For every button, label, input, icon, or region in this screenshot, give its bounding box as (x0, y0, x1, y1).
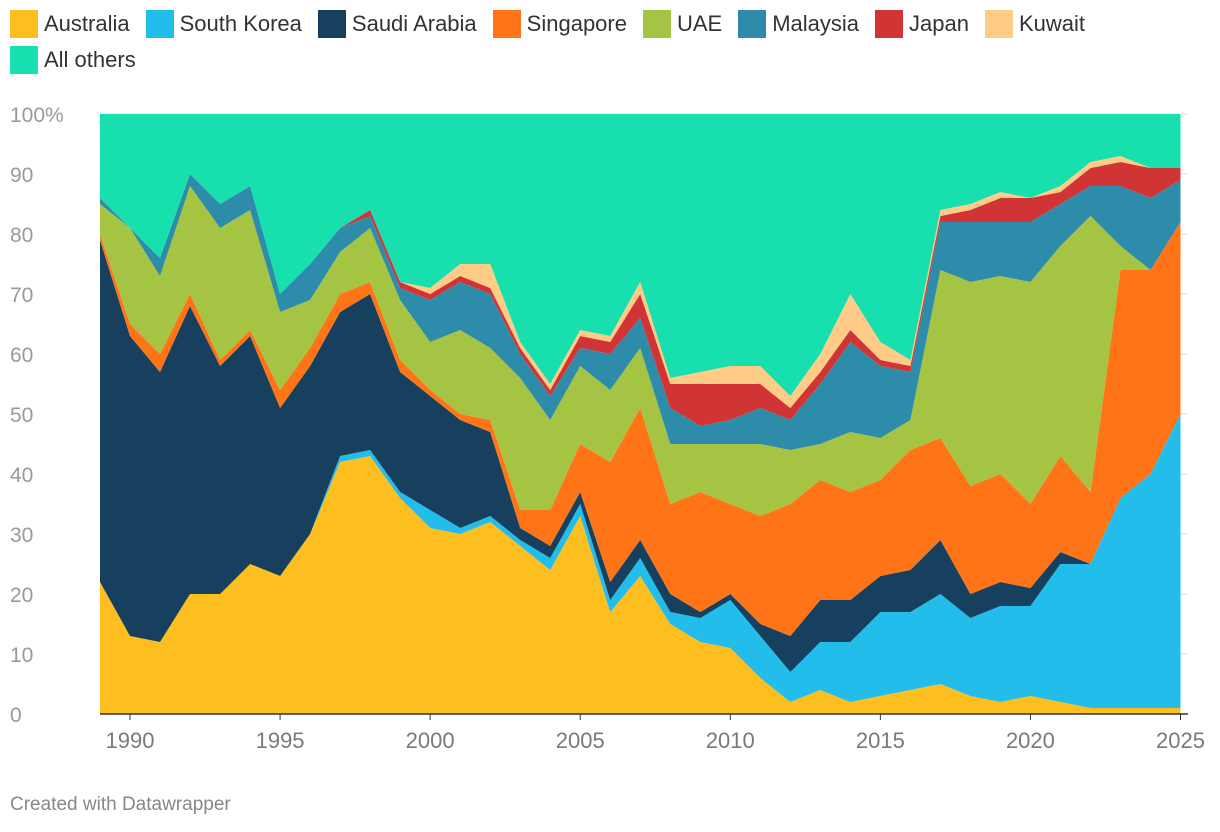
datawrapper-credit: Created with Datawrapper (10, 794, 231, 815)
legend-item-australia: Australia (10, 10, 130, 38)
x-tick-label: 2020 (1006, 728, 1055, 753)
legend-label: South Korea (179, 11, 302, 36)
legend-item-singapore: Singapore (492, 10, 627, 38)
area-all-others (100, 114, 1181, 396)
legend-swatch (10, 10, 38, 38)
legend-swatch (875, 10, 904, 38)
y-tick-label: 40 (10, 464, 33, 487)
legend-label: Kuwait (1019, 11, 1086, 36)
legend-label: All others (44, 47, 136, 72)
y-tick-label: 90 (10, 164, 33, 187)
x-tick-label: 1990 (106, 728, 155, 753)
y-tick-label: 70 (10, 284, 33, 307)
y-tick-label: 80 (10, 224, 33, 247)
x-tick-label: 2005 (556, 728, 605, 753)
legend-item-japan: Japan (875, 10, 969, 38)
legend-swatch (642, 10, 671, 38)
y-tick-label: 30 (10, 524, 33, 547)
legend-swatch (317, 10, 346, 38)
area-kuwait (100, 156, 1181, 408)
legend-item-uae: UAE (642, 10, 723, 38)
y-tick-label: 50 (10, 404, 33, 427)
y-tick-label: 20 (10, 584, 33, 607)
x-tick-label: 2010 (706, 728, 755, 753)
legend-swatch (985, 10, 1013, 38)
area-australia (100, 456, 1181, 714)
y-tick-label: 100% (10, 104, 64, 127)
area-japan (100, 162, 1181, 426)
area-malaysia (100, 174, 1181, 450)
area-south-korea (100, 414, 1181, 708)
y-tick-label: 60 (10, 344, 33, 367)
legend-swatch (492, 10, 521, 38)
legend-label: Saudi Arabia (351, 11, 477, 36)
legend-label: Japan (909, 11, 969, 36)
area-singapore (100, 222, 1181, 636)
legend-label: Singapore (526, 11, 627, 36)
x-tick-label: 1995 (256, 728, 305, 753)
legend-item-saudi-arabia: Saudi Arabia (317, 10, 477, 38)
legend-item-kuwait: Kuwait (985, 10, 1085, 38)
legend-swatch (145, 10, 174, 38)
legend: Australia South Korea Saudi Arabia Singapor… (10, 10, 1200, 74)
y-tick-label: 10 (10, 644, 33, 667)
legend-label: UAE (676, 11, 723, 36)
x-tick-label: 2025 (1156, 728, 1205, 753)
x-tick-label: 2000 (406, 728, 455, 753)
legend-label: Australia (44, 11, 130, 36)
legend-item-all-others: All others (10, 46, 136, 74)
y-tick-label: 0 (10, 704, 22, 727)
legend-swatch (10, 46, 38, 74)
area-saudi-arabia (100, 240, 1181, 672)
legend-label: Malaysia (772, 11, 860, 36)
legend-item-malaysia: Malaysia (738, 10, 859, 38)
legend-item-south-korea: South Korea (145, 10, 302, 38)
area-uae (100, 186, 1181, 516)
x-tick-label: 2015 (856, 728, 905, 753)
legend-swatch (738, 10, 767, 38)
